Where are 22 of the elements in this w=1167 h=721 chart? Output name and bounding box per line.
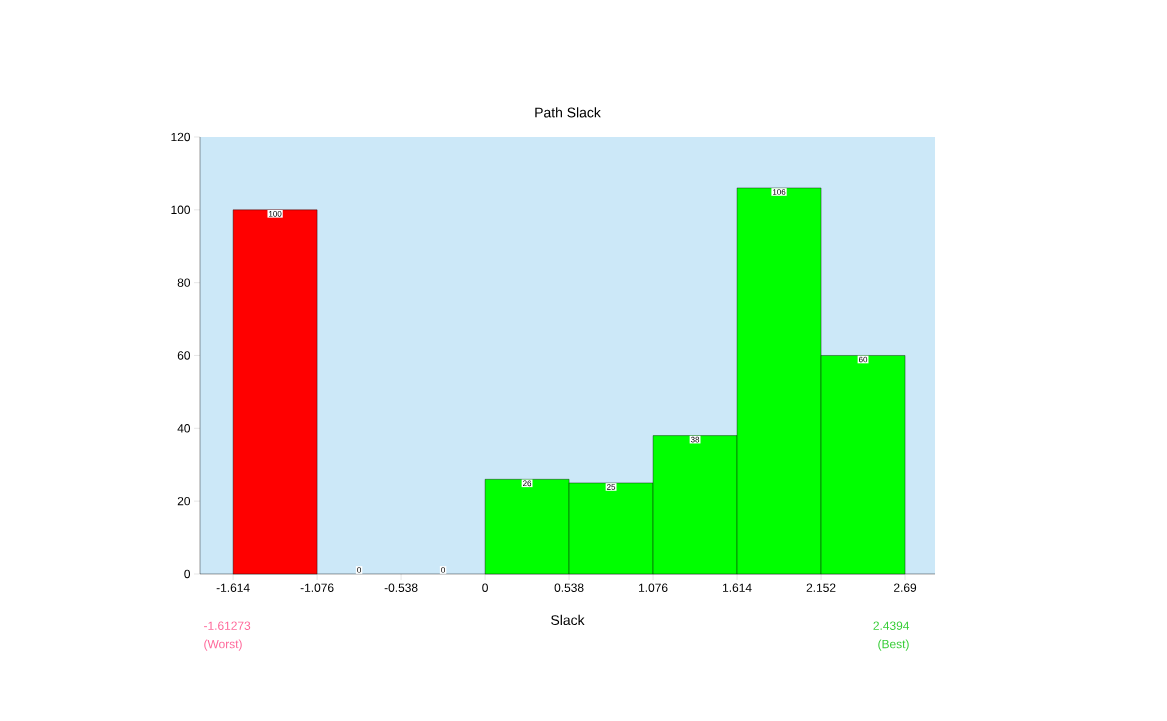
y-tick-label: 40 xyxy=(177,424,191,433)
y-tick-label: 120 xyxy=(171,132,191,142)
text: -1.61273 xyxy=(204,621,251,630)
x-tick-label: 0.538 xyxy=(554,583,584,592)
chart-title: Path Slack xyxy=(535,107,601,118)
text: 2.4394 xyxy=(873,621,910,630)
y-tick-label: 60 xyxy=(177,351,191,360)
y-tick-label: 20 xyxy=(177,496,191,506)
x-tick-label: 0 xyxy=(482,583,488,592)
x-tick-label: 1.076 xyxy=(639,583,668,592)
x-tick-label: 2.152 xyxy=(806,583,836,592)
x-axis-title: Slack xyxy=(551,614,585,626)
text: (Worst) xyxy=(204,639,242,651)
x-tick-label: 2.69 xyxy=(894,583,917,592)
y-tick-label: 80 xyxy=(177,278,191,287)
x-tick-label: -0.538 xyxy=(384,583,418,592)
y-tick-label: 0 xyxy=(184,569,191,579)
text: (Best) xyxy=(878,639,909,651)
x-tick-label: -1.076 xyxy=(300,583,334,592)
x-tick-label: -1.614 xyxy=(216,583,250,592)
y-tick-label: 100 xyxy=(171,205,191,215)
x-tick-label: 1.614 xyxy=(723,583,752,592)
